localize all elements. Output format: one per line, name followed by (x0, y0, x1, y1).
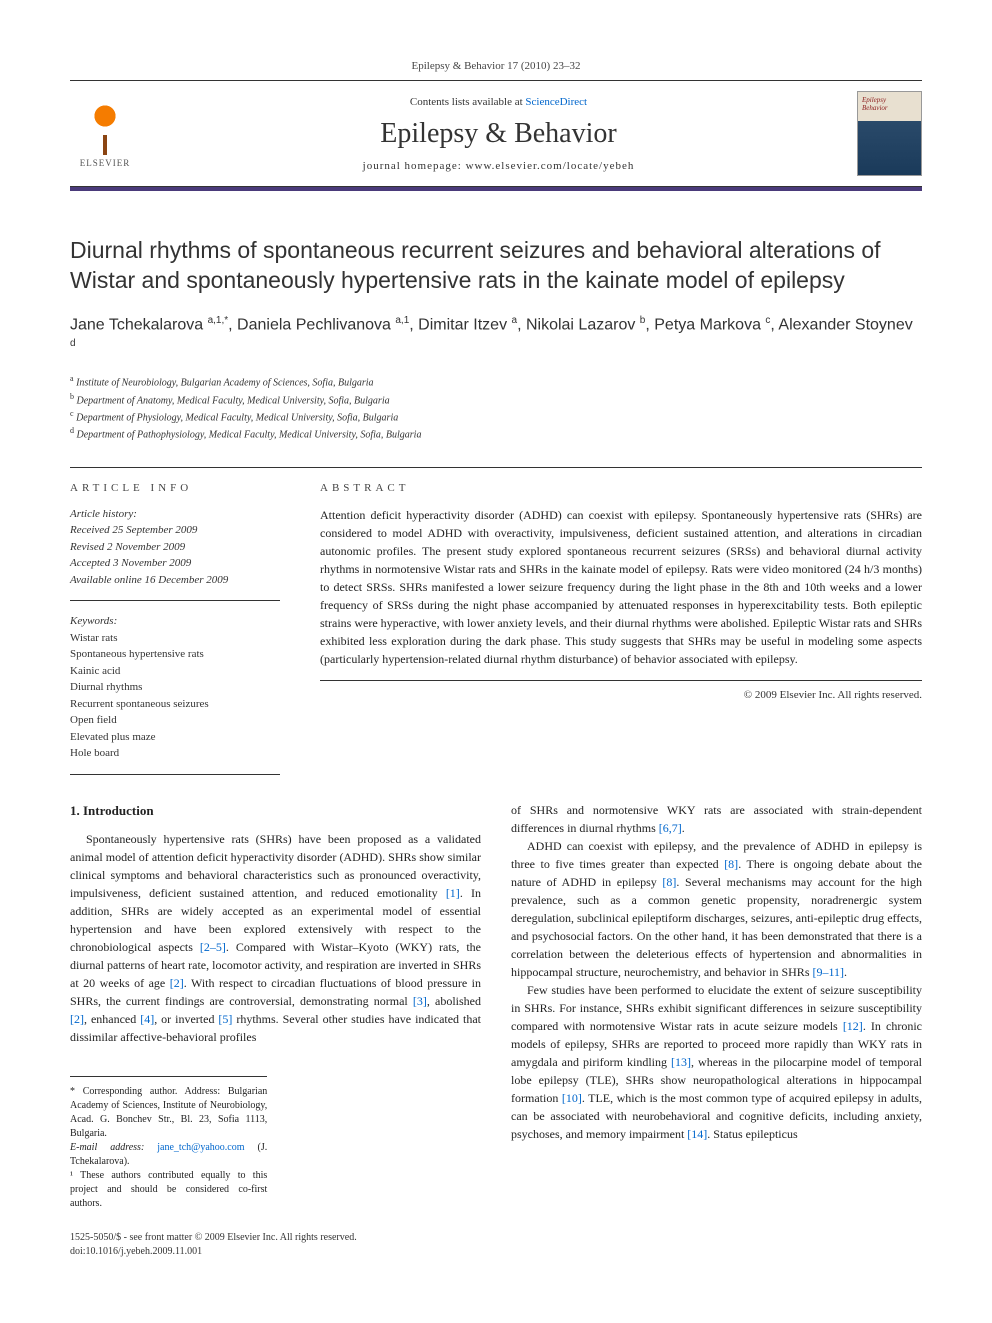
copyright-line: © 2009 Elsevier Inc. All rights reserved… (320, 689, 922, 701)
history-received: Received 25 September 2009 (70, 522, 280, 539)
column-right: of SHRs and normotensive WKY rats are as… (511, 801, 922, 1260)
col2-para-2: ADHD can coexist with epilepsy, and the … (511, 837, 922, 981)
equal-contribution-note: ¹ These authors contributed equally to t… (70, 1169, 267, 1211)
email-label: E-mail address: (70, 1142, 157, 1153)
col2-para-1: of SHRs and normotensive WKY rats are as… (511, 801, 922, 837)
column-left: 1. Introduction Spontaneously hypertensi… (70, 801, 481, 1260)
keyword-item: Recurrent spontaneous seizures (70, 696, 280, 713)
corresponding-author-note: * Corresponding author. Address: Bulgari… (70, 1085, 267, 1141)
contents-prefix: Contents lists available at (410, 96, 525, 108)
keyword-item: Kainic acid (70, 663, 280, 680)
doi-block: 1525-5050/$ - see front matter © 2009 El… (70, 1231, 481, 1259)
journal-homepage: journal homepage: www.elsevier.com/locat… (140, 160, 857, 172)
homepage-prefix: journal homepage: (363, 160, 466, 172)
keyword-item: Wistar rats (70, 630, 280, 647)
elsevier-logo: ELSEVIER (70, 94, 140, 174)
email-line: E-mail address: jane_tch@yahoo.com (J. T… (70, 1141, 267, 1169)
front-matter-line: 1525-5050/$ - see front matter © 2009 El… (70, 1231, 481, 1245)
keywords: Keywords: Wistar ratsSpontaneous hyperte… (70, 613, 280, 775)
intro-para-1: Spontaneously hypertensive rats (SHRs) h… (70, 830, 481, 1046)
history-label: Article history: (70, 506, 280, 523)
homepage-url[interactable]: www.elsevier.com/locate/yebeh (466, 160, 635, 172)
abstract-label: ABSTRACT (320, 482, 922, 494)
sciencedirect-link[interactable]: ScienceDirect (525, 96, 587, 108)
contents-available: Contents lists available at ScienceDirec… (140, 96, 857, 108)
email-link[interactable]: jane_tch@yahoo.com (157, 1142, 244, 1153)
journal-cover-thumbnail (857, 91, 922, 176)
elsevier-tree-icon (80, 100, 130, 155)
footnotes: * Corresponding author. Address: Bulgari… (70, 1076, 267, 1211)
keyword-item: Open field (70, 712, 280, 729)
intro-heading: 1. Introduction (70, 801, 481, 821)
keyword-item: Diurnal rhythms (70, 679, 280, 696)
journal-name: Epilepsy & Behavior (140, 118, 857, 150)
article-history: Article history: Received 25 September 2… (70, 506, 280, 602)
col2-para-3: Few studies have been performed to eluci… (511, 981, 922, 1143)
authors-list: Jane Tchekalarova a,1,*, Daniela Pechliv… (70, 314, 922, 359)
body-columns: 1. Introduction Spontaneously hypertensi… (70, 801, 922, 1260)
doi-line: doi:10.1016/j.yebeh.2009.11.001 (70, 1245, 481, 1259)
history-accepted: Accepted 3 November 2009 (70, 555, 280, 572)
keyword-item: Hole board (70, 745, 280, 762)
journal-header: ELSEVIER Contents lists available at Sci… (70, 81, 922, 187)
history-revised: Revised 2 November 2009 (70, 539, 280, 556)
affiliations: a Institute of Neurobiology, Bulgarian A… (70, 373, 922, 442)
journal-reference: Epilepsy & Behavior 17 (2010) 23–32 (70, 60, 922, 72)
history-online: Available online 16 December 2009 (70, 572, 280, 589)
abstract-text: Attention deficit hyperactivity disorder… (320, 506, 922, 681)
article-title: Diurnal rhythms of spontaneous recurrent… (70, 236, 922, 296)
keywords-label: Keywords: (70, 613, 280, 630)
keyword-item: Spontaneous hypertensive rats (70, 646, 280, 663)
article-info-label: ARTICLE INFO (70, 482, 280, 494)
publisher-name: ELSEVIER (80, 158, 131, 168)
accent-bar (70, 187, 922, 191)
keyword-item: Elevated plus maze (70, 729, 280, 746)
